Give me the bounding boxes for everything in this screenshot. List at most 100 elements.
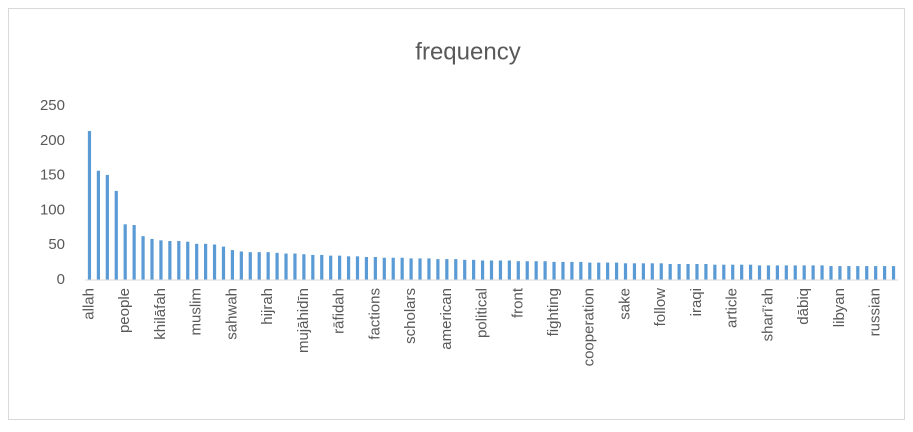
bar bbox=[338, 255, 342, 280]
bar bbox=[195, 243, 199, 280]
bar bbox=[614, 262, 619, 280]
bar bbox=[793, 265, 797, 280]
bar bbox=[882, 266, 887, 280]
x-tick-label: follow bbox=[652, 288, 669, 327]
bar bbox=[186, 241, 190, 280]
bar bbox=[320, 254, 324, 280]
y-tick-label: 100 bbox=[40, 201, 65, 218]
bar bbox=[775, 265, 779, 280]
bar bbox=[766, 265, 771, 280]
bar bbox=[829, 266, 833, 280]
x-tick-label: iraqi bbox=[688, 288, 705, 316]
chart-frame bbox=[8, 8, 905, 420]
bar bbox=[802, 265, 806, 280]
bar bbox=[597, 262, 601, 280]
bar bbox=[811, 265, 815, 280]
bar bbox=[427, 258, 431, 280]
bar bbox=[418, 258, 422, 280]
x-tick-label: libyan bbox=[831, 288, 848, 327]
bar bbox=[632, 263, 637, 280]
bar bbox=[891, 266, 896, 280]
x-tick-label: factions bbox=[366, 288, 383, 340]
x-tick-label: political bbox=[474, 288, 491, 338]
bar bbox=[409, 258, 413, 280]
y-tick-label: 150 bbox=[40, 167, 65, 184]
bar bbox=[838, 266, 842, 280]
bar bbox=[606, 262, 610, 280]
bar bbox=[168, 241, 172, 280]
bar bbox=[534, 261, 538, 280]
bar bbox=[623, 263, 628, 280]
bar bbox=[561, 261, 565, 280]
bar bbox=[686, 263, 690, 280]
x-tick-label: scholars bbox=[402, 288, 419, 344]
bar bbox=[204, 243, 208, 280]
bar bbox=[713, 264, 717, 280]
bar bbox=[123, 224, 127, 280]
bar bbox=[784, 265, 788, 280]
bar bbox=[248, 252, 252, 280]
bar bbox=[552, 261, 556, 280]
bar bbox=[570, 261, 574, 280]
bar bbox=[463, 259, 467, 280]
bar bbox=[275, 252, 279, 280]
bar bbox=[748, 264, 753, 280]
bar bbox=[731, 264, 735, 280]
bar bbox=[329, 255, 333, 280]
bar bbox=[96, 170, 101, 280]
bar bbox=[132, 225, 136, 280]
bar bbox=[150, 238, 154, 280]
bar bbox=[436, 259, 440, 280]
y-tick-label: 200 bbox=[40, 132, 65, 149]
bar bbox=[293, 253, 297, 280]
bar bbox=[114, 190, 118, 280]
bar bbox=[641, 263, 645, 280]
bar bbox=[257, 252, 261, 280]
bar bbox=[105, 174, 109, 280]
bar bbox=[266, 252, 270, 280]
bar bbox=[704, 263, 708, 280]
x-tick-label: american bbox=[438, 288, 455, 350]
bar bbox=[454, 259, 458, 280]
x-tick-label: front bbox=[509, 287, 526, 318]
bar bbox=[239, 251, 243, 280]
bar bbox=[650, 263, 654, 280]
bar bbox=[221, 246, 226, 280]
bar bbox=[445, 259, 449, 280]
bar bbox=[722, 264, 726, 280]
bar bbox=[87, 131, 92, 280]
x-tick-label: muslim bbox=[188, 288, 205, 336]
y-tick-label: 50 bbox=[48, 236, 65, 253]
bar bbox=[820, 265, 824, 280]
y-tick-label: 250 bbox=[40, 97, 65, 114]
x-tick-label: sharī’ah bbox=[759, 288, 776, 341]
bar bbox=[382, 257, 386, 280]
bar bbox=[516, 261, 520, 280]
x-tick-label: sake bbox=[616, 288, 633, 320]
bar bbox=[480, 260, 485, 280]
bar bbox=[498, 260, 503, 280]
y-tick-label: 0 bbox=[57, 271, 65, 288]
chart-title: frequency bbox=[415, 38, 520, 65]
bar bbox=[677, 263, 681, 280]
bar bbox=[364, 257, 369, 280]
bar bbox=[373, 257, 377, 280]
x-tick-label: rāfidah bbox=[331, 288, 348, 334]
x-tick-label: mujāhidīn bbox=[295, 288, 312, 353]
bar bbox=[847, 266, 851, 280]
bar bbox=[177, 241, 181, 280]
x-tick-label: dābiq bbox=[795, 288, 812, 325]
bar bbox=[740, 264, 744, 280]
bar bbox=[489, 260, 494, 280]
bar bbox=[695, 263, 699, 280]
x-tick-label: russian bbox=[867, 288, 884, 336]
bar bbox=[757, 265, 762, 280]
x-tick-label: people bbox=[116, 288, 133, 333]
bar bbox=[507, 260, 511, 280]
x-tick-label: allah bbox=[80, 288, 97, 320]
x-tick-label: fighting bbox=[545, 288, 562, 336]
x-tick-label: cooperation bbox=[581, 288, 598, 366]
bar bbox=[525, 261, 529, 280]
bar bbox=[159, 240, 163, 280]
